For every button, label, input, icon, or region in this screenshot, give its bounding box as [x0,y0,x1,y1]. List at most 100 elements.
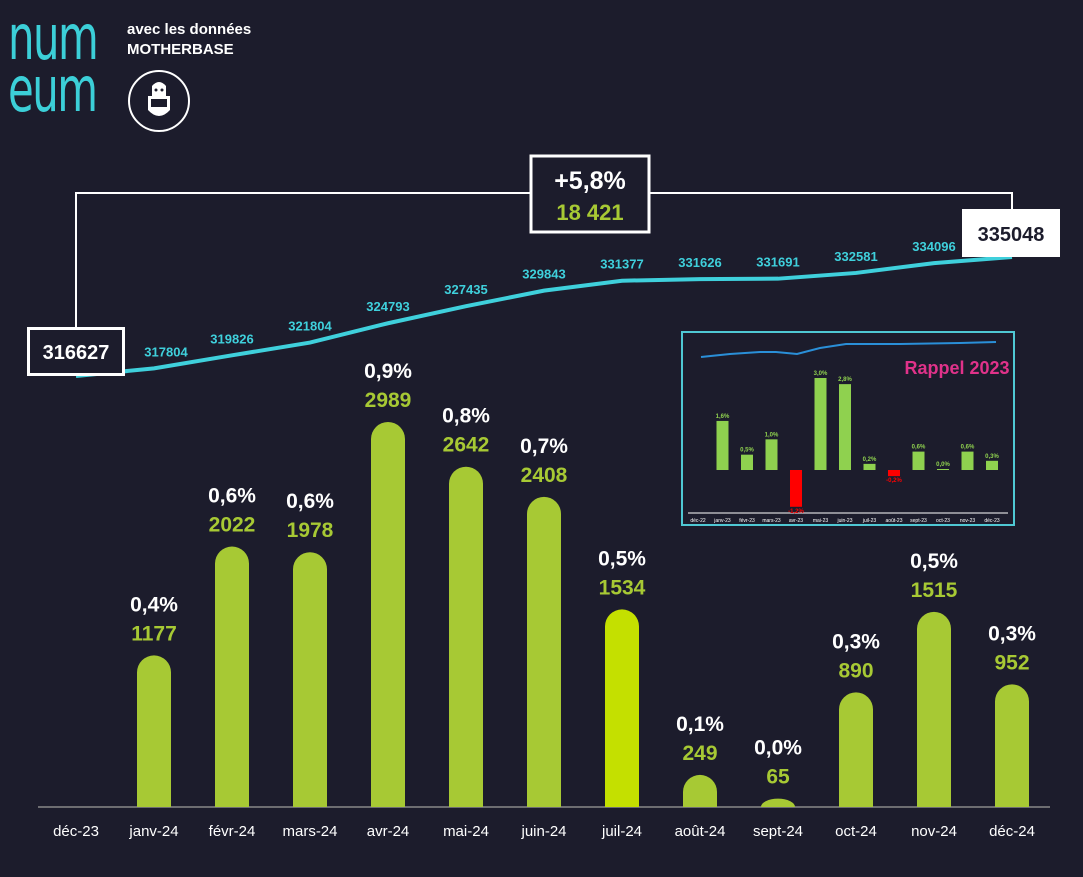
bar-pct-label: 0,6% [208,485,256,508]
x-tick-label: oct-24 [835,823,877,840]
inset-bar [716,420,729,470]
inset-bar-label: 0,5% [740,448,754,454]
inset-tick-label: mars-23 [762,518,781,524]
x-tick-label: déc-23 [53,823,99,840]
bar-value-label: 2642 [443,434,490,457]
bar-value-label: 249 [682,742,717,765]
inset-bar-label: 1,6% [716,414,730,420]
line-point-label: 331377 [600,257,643,272]
bar [371,422,405,807]
bar-pct-label: 0,3% [988,622,1036,645]
inset-bar-label: 0,2% [863,457,877,463]
line-point-label: 331691 [756,255,799,270]
bar-value-label: 1978 [287,519,334,542]
subtitle-line2: MOTHERBASE [127,41,234,58]
inset-tick-label: sept-23 [910,518,927,524]
bar [449,466,483,807]
line-point-label: 317804 [144,344,188,359]
inset-bar-label: 0,6% [961,445,975,451]
line-point-label: 324793 [366,299,409,314]
x-tick-label: mars-24 [282,823,337,840]
bar [293,552,327,807]
inset-bar [839,384,851,470]
inset-bar [888,470,900,477]
inset-tick-label: déc-22 [690,518,706,524]
inset-title: Rappel 2023 [904,358,1009,378]
inset-bar [765,439,778,470]
bar [839,692,873,807]
bar [527,496,561,807]
inset-bar-label: 2,8% [838,377,852,383]
x-tick-label: janv-24 [128,823,178,840]
inset-bar [814,378,827,470]
bar-pct-label: 0,8% [442,405,490,428]
inset-bar [961,451,974,470]
logo-line2: eum [8,53,98,126]
inset-tick-label: déc-23 [984,518,1000,524]
inset-tick-label: oct-23 [936,518,950,524]
bar-pct-label: 0,5% [910,550,958,573]
inset-bar [790,470,802,507]
inset-bar-label: -1,2% [788,509,804,515]
bar-value-label: 1534 [599,576,646,599]
inset-line [700,341,997,358]
bar-value-label: 65 [766,766,790,789]
inset-bar [937,469,949,470]
line-point-label: 319826 [210,331,253,346]
x-tick-label: août-24 [675,823,726,840]
x-tick-label: avr-24 [367,823,410,840]
inset-bar-label: 0,6% [912,445,926,451]
line-point-label: 334096 [912,239,955,254]
bar-value-label: 2022 [209,514,256,537]
inset-bar [863,463,876,470]
bar [995,684,1029,807]
bar-pct-label: 0,7% [520,435,568,458]
total-delta: 18 421 [556,200,623,225]
subtitle: avec les données MOTHERBASE [127,20,251,60]
bar-pct-label: 0,0% [754,737,802,760]
x-tick-label: déc-24 [989,823,1035,840]
inset-bar [912,451,925,470]
bar [605,609,639,807]
inset-tick-label: févr-23 [739,518,755,524]
x-tick-label: juil-24 [601,823,642,840]
inset-bar-label: 0,3% [985,454,999,460]
bar-value-label: 1177 [131,622,177,645]
logo-line1: num [8,1,99,74]
line-point-label: 321804 [288,319,332,334]
inset-tick-label: nov-23 [960,518,976,524]
inset-bar-label: 3,0% [814,371,828,377]
end-box [962,209,1060,257]
bar [215,546,249,807]
inset-tick-label: janv-23 [713,518,731,524]
bar [761,798,795,807]
x-tick-label: févr-24 [209,823,256,840]
x-tick-label: nov-24 [911,823,957,840]
bar-value-label: 890 [838,659,873,682]
bar-value-label: 2989 [365,389,412,412]
line-series [75,255,1013,378]
x-tick-label: mai-24 [443,823,489,840]
bar-value-label: 2408 [521,464,568,487]
line-point-label: 332581 [834,249,877,264]
inset-tick-label: juin-23 [836,518,852,524]
inset-bar [741,454,753,470]
bar-pct-label: 0,4% [130,593,178,616]
subtitle-line1: avec les données [127,21,252,38]
bar-value-label: 1515 [911,579,958,602]
inset-bar [986,460,998,470]
start-value: 316627 [43,342,110,364]
inset-bar-label: 1,0% [765,432,779,438]
x-tick-label: juin-24 [520,823,566,840]
line-point-label: 327435 [444,282,487,297]
inset-tick-label: mai-23 [813,518,829,524]
end-value: 335048 [978,224,1045,246]
line-point-label: 331626 [678,255,721,270]
inset-tick-label: avr-23 [789,518,803,524]
x-tick-label: sept-24 [753,823,803,840]
bar [137,655,171,807]
total-pct: +5,8% [554,167,626,195]
total-box [529,154,651,234]
numeum-logo: num eum [8,1,99,126]
